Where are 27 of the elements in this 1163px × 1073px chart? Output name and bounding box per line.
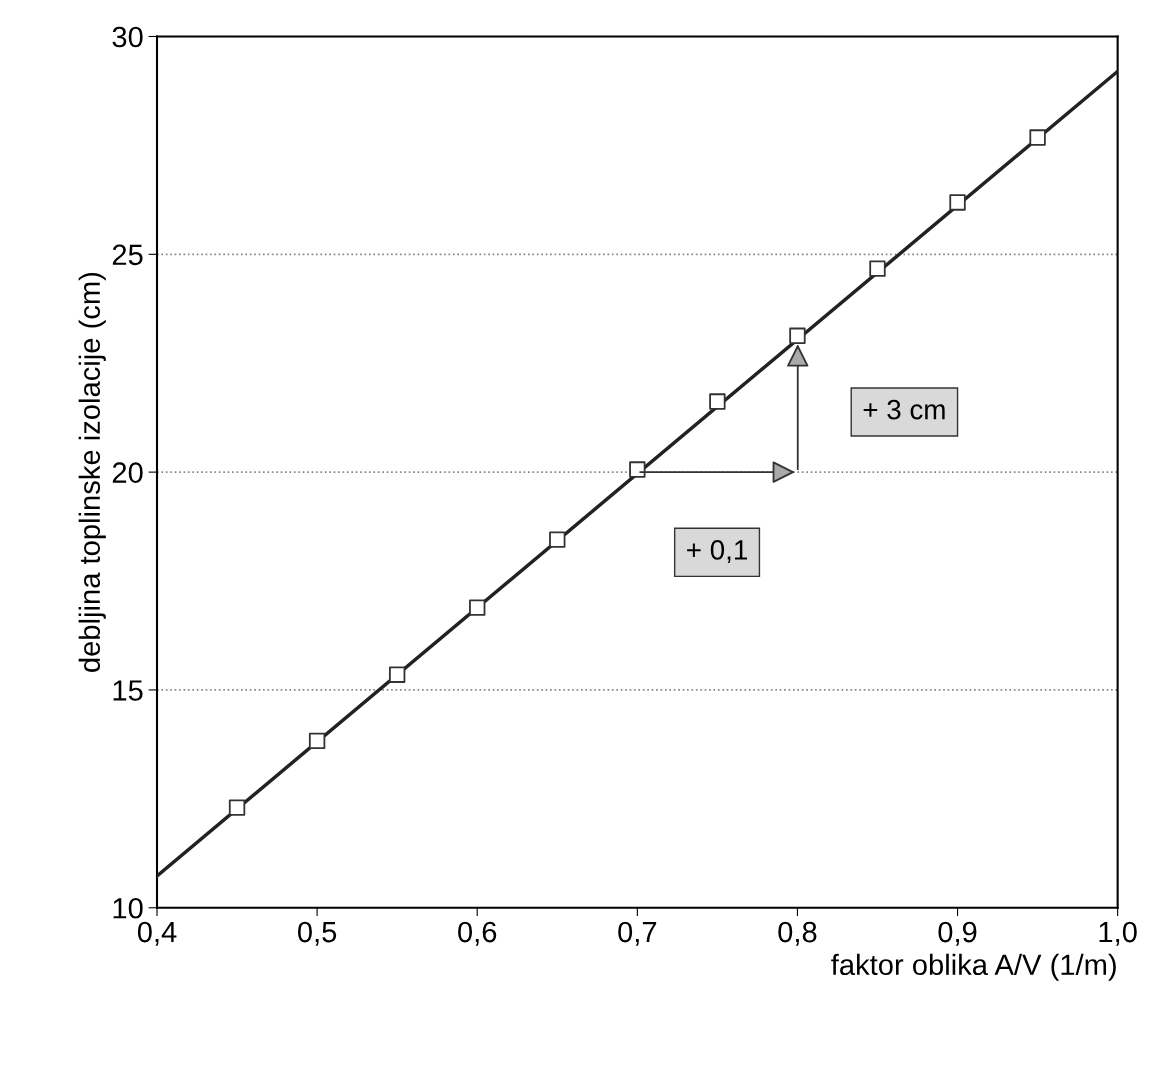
x-tick-label: 0,5 xyxy=(297,921,337,946)
y-tick-label: 30 xyxy=(112,26,143,48)
x-tick-label: 0,6 xyxy=(458,921,497,946)
point xyxy=(308,732,326,750)
y-tick-label: 15 xyxy=(113,680,143,701)
y-tick-label: 10 xyxy=(113,897,143,919)
point xyxy=(629,461,646,478)
point xyxy=(388,666,406,683)
point xyxy=(1029,129,1046,146)
point xyxy=(228,799,246,816)
x-tick-label: 0,9 xyxy=(938,921,977,946)
annotation: + 3 cm xyxy=(863,399,945,420)
point xyxy=(549,531,566,548)
x-tick-label: 0,8 xyxy=(778,921,817,946)
y-axis-title: debljina toplinske izolacije (cm) xyxy=(78,272,106,672)
point xyxy=(789,327,806,344)
x-axis-title: faktor oblika A/V (1/m) xyxy=(831,953,1116,981)
annotation: + 0,1 xyxy=(687,540,747,564)
y-tick-label: 25 xyxy=(112,244,143,266)
y-tick-label: 20 xyxy=(112,462,143,483)
point xyxy=(869,260,886,277)
x-tick-label: 1,0 xyxy=(1099,921,1137,946)
x-tick-label: 0,4 xyxy=(137,921,177,946)
x-tick-label: 0,7 xyxy=(618,921,657,946)
point xyxy=(469,599,486,616)
point xyxy=(949,194,966,211)
point xyxy=(709,393,726,410)
